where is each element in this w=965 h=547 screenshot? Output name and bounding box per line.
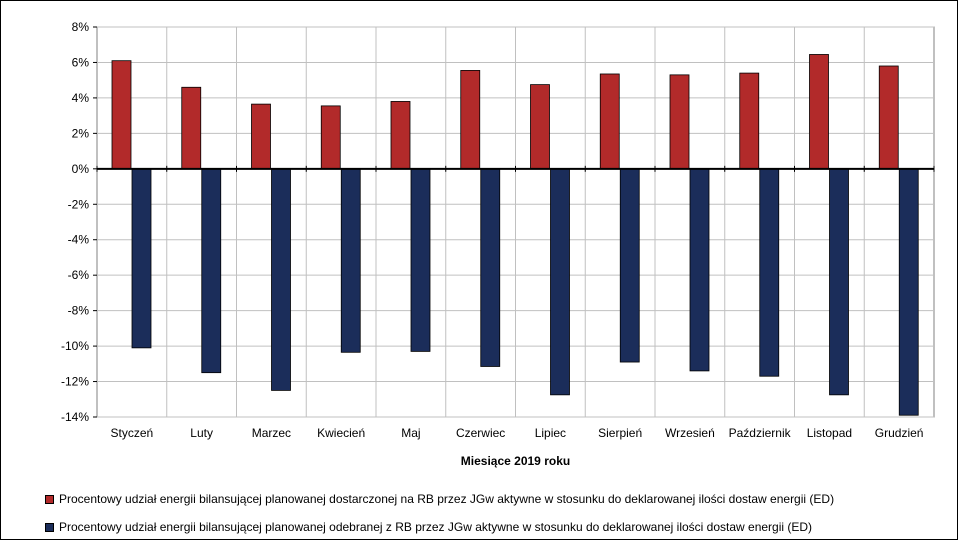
bar-received (201, 168, 222, 374)
x-tick-label: Styczeń (111, 426, 154, 440)
y-tick-label: 4% (72, 91, 90, 105)
x-tick-label: Maj (401, 426, 420, 440)
bar-received (619, 168, 640, 363)
y-tick-label: -12% (61, 375, 89, 389)
y-tick-label: -8% (68, 304, 90, 318)
legend-item-received: Procentowy udział energii bilansującej p… (45, 520, 812, 534)
bar-delivered (809, 54, 829, 170)
bar-received (340, 168, 361, 353)
y-tick-label: -6% (68, 268, 90, 282)
bar-delivered (390, 101, 411, 170)
bar-delivered (669, 74, 690, 170)
y-tick-label: -10% (61, 339, 89, 353)
bar-delivered (111, 60, 132, 170)
bar-delivered (320, 105, 341, 170)
bar-chart: 8% 6% 4% 2% 0% -2% -4% -6% -8% -10% -12% -14% Stycze… (61, 20, 935, 468)
y-tick-label: 0% (72, 162, 90, 176)
legend-item-delivered: Procentowy udział energii bilansującej p… (45, 492, 834, 506)
bar-received (759, 168, 780, 377)
x-tick-label: Wrzesień (665, 426, 715, 440)
bar-received (829, 168, 849, 396)
bar-received (480, 168, 501, 367)
bar-received (131, 168, 152, 349)
y-tick-label: -2% (68, 197, 90, 211)
x-tick-label: Luty (190, 426, 213, 440)
x-tick-label: Kwiecień (317, 426, 365, 440)
y-tick-label: -4% (68, 233, 90, 247)
x-tick-label: Lipiec (535, 426, 566, 440)
legend-swatch-received (45, 522, 54, 532)
bar-received (898, 168, 919, 416)
legend-swatch-delivered (45, 494, 54, 504)
bar-received (271, 168, 291, 391)
bar-received (550, 168, 570, 396)
x-axis-title: Miesiące 2019 roku (461, 454, 570, 468)
bar-delivered (530, 84, 550, 170)
x-tick-label: Grudzień (875, 426, 924, 440)
y-tick-label: 2% (72, 126, 90, 140)
bar-delivered (599, 73, 620, 170)
bar-delivered (181, 86, 202, 170)
bar-delivered (878, 65, 899, 170)
x-tick-label: Czerwiec (456, 426, 505, 440)
x-tick-label: Październik (729, 426, 792, 440)
bar-delivered (739, 72, 760, 170)
bar-received (410, 168, 431, 352)
x-tick-label: Sierpień (598, 426, 642, 440)
legend-label-delivered: Procentowy udział energii bilansującej p… (59, 492, 835, 506)
y-tick-label: 8% (72, 20, 90, 34)
x-tick-label: Marzec (252, 426, 291, 440)
legend-label-received: Procentowy udział energii bilansującej p… (59, 520, 813, 534)
x-tick-label: Listopad (807, 426, 852, 440)
y-tick-label: -14% (61, 410, 89, 424)
bar-received (689, 168, 710, 372)
bar-delivered (460, 70, 481, 170)
bar-delivered (251, 103, 271, 170)
y-tick-label: 6% (72, 55, 90, 69)
